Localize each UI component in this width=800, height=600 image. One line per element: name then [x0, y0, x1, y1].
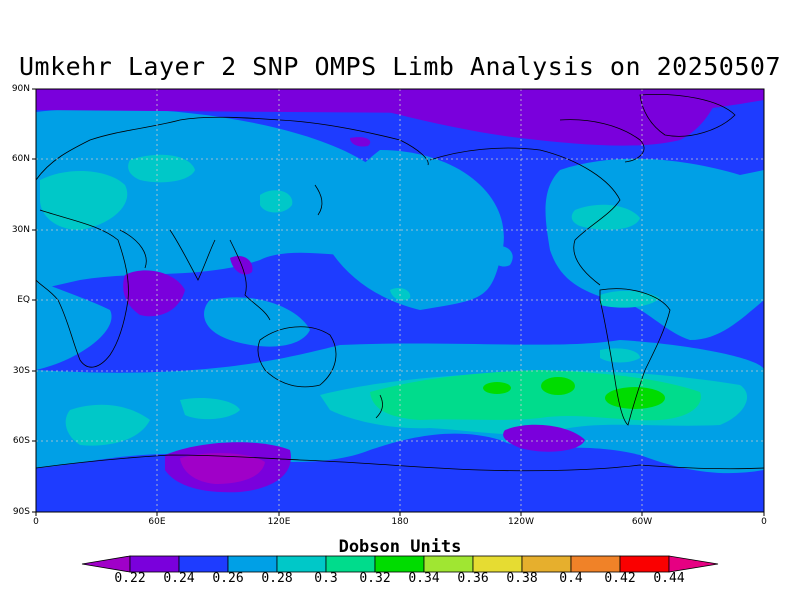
colorbar-segment	[570, 555, 621, 573]
lat-label: 30S	[12, 366, 30, 376]
colorbar-segment	[374, 555, 425, 573]
colorbar-label: 0.4	[559, 571, 583, 586]
lat-label: 60S	[12, 436, 30, 446]
lat-label: 90N	[11, 84, 30, 94]
lat-label: 60N	[11, 154, 30, 164]
colorbar-label: 0.32	[359, 571, 391, 586]
colorbar-segment	[472, 555, 523, 573]
colorbar-label: 0.36	[457, 571, 489, 586]
colorbar-label: 0.44	[653, 571, 685, 586]
colorbar-label: 0.26	[212, 571, 244, 586]
map-title: Umkehr Layer 2 SNP OMPS Limb Analysis on…	[18, 52, 781, 81]
level-0.22-region	[180, 453, 265, 484]
lon-label: 0	[33, 517, 39, 527]
gridlines	[36, 89, 764, 512]
lat-label: 30N	[11, 225, 30, 235]
colorbar-segment	[227, 555, 278, 573]
coastlines	[36, 94, 764, 472]
lon-label: 180	[391, 517, 409, 527]
colorbar-segment	[521, 555, 572, 573]
colorbar-label: 0.34	[408, 571, 440, 586]
colorbar-label: 0.28	[261, 571, 293, 586]
colorbar-label: 0.42	[604, 571, 636, 586]
level-0.32-region	[370, 370, 701, 421]
level-0.34-region	[483, 377, 665, 409]
ozone-field	[36, 89, 764, 512]
lon-label: 120W	[507, 517, 535, 527]
lat-label: 90S	[12, 507, 30, 517]
colorbar-label: 0.24	[163, 571, 195, 586]
colorbar-label: 0.3	[314, 571, 338, 586]
lon-label: 120E	[267, 517, 291, 527]
lon-label: 0	[761, 517, 767, 527]
colorbar-segment	[423, 555, 474, 573]
colorbar-segment	[619, 555, 670, 573]
axis-ticks	[32, 88, 765, 516]
colorbar-segment	[276, 555, 327, 573]
lat-label: EQ	[17, 295, 30, 305]
colorbar-label: 0.38	[506, 571, 538, 586]
colorbar-label: 0.22	[114, 571, 146, 586]
lon-label: 60W	[631, 517, 653, 527]
colorbar	[81, 555, 719, 573]
colorbar-segment	[81, 555, 131, 573]
colorbar-title: Dobson Units	[338, 537, 462, 557]
colorbar-segment	[178, 555, 229, 573]
colorbar-segment	[668, 555, 719, 573]
colorbar-segment	[129, 555, 180, 573]
colorbar-segment	[325, 555, 376, 573]
lon-label: 60E	[148, 517, 166, 527]
